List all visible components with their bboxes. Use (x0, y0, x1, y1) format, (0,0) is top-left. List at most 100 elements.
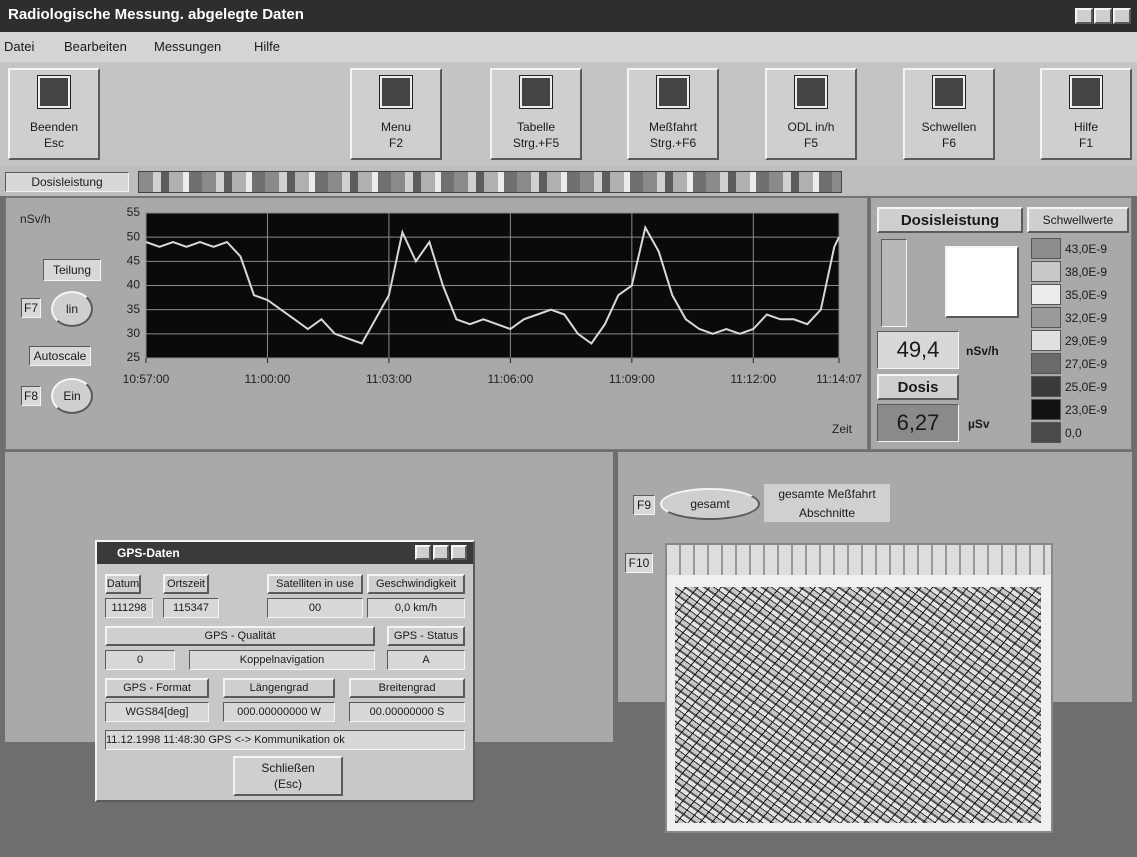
gps-field: 0,0 km/h (367, 598, 465, 618)
autoscale-label: Autoscale (29, 346, 91, 366)
menu-item[interactable]: Messungen (154, 39, 221, 54)
threshold-swatch (1031, 261, 1061, 282)
dose-heading: Dosis (877, 374, 959, 400)
option-1: gesamte Meßfahrt (764, 484, 890, 504)
x-tick-label: 11:09:00 (609, 372, 655, 386)
toolbar-key: F5 (767, 134, 855, 152)
gps-field: 000.00000000 W (223, 702, 335, 722)
y-tick-label: 25 (127, 350, 141, 364)
x-tick-label: 11:03:00 (366, 372, 412, 386)
gps-field: Satelliten in use (267, 574, 363, 594)
close-key: (Esc) (235, 776, 341, 792)
y-axis-label: nSv/h (20, 212, 51, 226)
y-tick-label: 35 (127, 302, 141, 316)
threshold-label: 38,0E-9 (1065, 265, 1107, 279)
gps-field: 11.12.1998 11:48:30 GPS <-> Kommunikatio… (105, 730, 465, 750)
threshold-swatch (1031, 376, 1061, 397)
option-2: Abschnitte (764, 504, 890, 522)
x-tick-label: 11:12:00 (730, 372, 776, 386)
threshold-swatch (1031, 330, 1061, 351)
gps-title-bar: GPS-Daten (97, 542, 473, 564)
f8-label: F8 (21, 386, 41, 406)
dose-unit: µSv (968, 417, 990, 431)
gps-field: A (387, 650, 465, 670)
f7-label: F7 (21, 298, 41, 318)
threshold-label: 43,0E-9 (1065, 242, 1107, 256)
rate-unit: nSv/h (966, 344, 999, 358)
gps-dialog: GPS-Daten Datum Ortszeit Satelliten in use… (95, 540, 475, 802)
threshold-label: 27,0E-9 (1065, 357, 1107, 371)
gps-field: Breitengrad (349, 678, 465, 698)
threshold-swatch (1031, 353, 1061, 374)
gps-title: GPS-Daten (117, 546, 180, 560)
gps-field: Ortszeit (163, 574, 209, 594)
threshold-label: 25,0E-9 (1065, 380, 1107, 394)
thresholds-heading: Schwellwerte (1027, 207, 1129, 233)
f10-label: F10 (625, 553, 653, 573)
gps-close[interactable] (451, 545, 467, 560)
gps-field: Längengrad (223, 678, 335, 698)
threshold-label: 23,0E-9 (1065, 403, 1107, 417)
rate-value: 49,4 (877, 331, 959, 369)
x-tick-label: 10:57:00 (123, 372, 170, 386)
x-axis-label: Zeit (832, 422, 853, 436)
gps-field: 00.00000000 S (349, 702, 465, 722)
toolbar-key: Strg.+F6 (629, 134, 717, 152)
toolbar-key: F1 (1042, 134, 1130, 152)
window-title: Radiologische Messung. abgelegte Daten (8, 6, 304, 23)
toolbar-icon (657, 76, 689, 108)
gps-field: Geschwindigkeit (367, 574, 465, 594)
x-tick-label: 11:06:00 (487, 372, 533, 386)
title-bar: Radiologische Messung. abgelegte Daten (0, 0, 1137, 32)
dose-strip (138, 171, 842, 193)
gps-field: 115347 (163, 598, 219, 618)
toolbar-key: Strg.+F5 (492, 134, 580, 152)
gps-field: GPS - Status (387, 626, 465, 646)
threshold-label: 32,0E-9 (1065, 311, 1107, 325)
y-tick-label: 40 (127, 278, 141, 292)
menu-item[interactable]: Bearbeiten (64, 39, 127, 54)
gesamt-toggle[interactable]: gesamt (660, 488, 760, 520)
gps-minimize[interactable] (415, 545, 431, 560)
threshold-swatch (1031, 399, 1061, 420)
lin-toggle[interactable]: lin (51, 291, 93, 327)
toolbar-key: F2 (352, 134, 440, 152)
gps-field: Datum (105, 574, 141, 594)
gps-maximize[interactable] (433, 545, 449, 560)
gps-field: 0 (105, 650, 175, 670)
map-window (665, 543, 1053, 833)
gps-field: 111298 (105, 598, 153, 618)
threshold-label: 0,0 (1065, 426, 1082, 440)
warning-icon (945, 246, 1019, 318)
y-tick-label: 55 (127, 205, 141, 219)
ein-toggle[interactable]: Ein (51, 378, 93, 414)
gps-field: Koppelnavigation (189, 650, 375, 670)
map-toolbar (667, 545, 1051, 575)
toolbar-icon (380, 76, 412, 108)
gps-close-button[interactable]: Schließen(Esc) (233, 756, 343, 796)
y-tick-label: 45 (127, 254, 141, 268)
menu-item[interactable]: Hilfe (254, 39, 280, 54)
y-tick-label: 50 (127, 229, 141, 243)
app-window: Radiologische Messung. abgelegte Daten D… (0, 0, 1137, 857)
toolbar-icon (933, 76, 965, 108)
threshold-label: 35,0E-9 (1065, 288, 1107, 302)
toolbar-key: Esc (10, 134, 98, 152)
threshold-swatch (1031, 284, 1061, 305)
toolbar-icon (520, 76, 552, 108)
close-button[interactable] (1113, 8, 1131, 24)
strip-row: Dosisleistung (0, 166, 1137, 196)
gps-field: 00 (267, 598, 363, 618)
menu-item[interactable]: Datei (4, 39, 34, 54)
maximize-button[interactable] (1094, 8, 1112, 24)
minimize-button[interactable] (1075, 8, 1093, 24)
